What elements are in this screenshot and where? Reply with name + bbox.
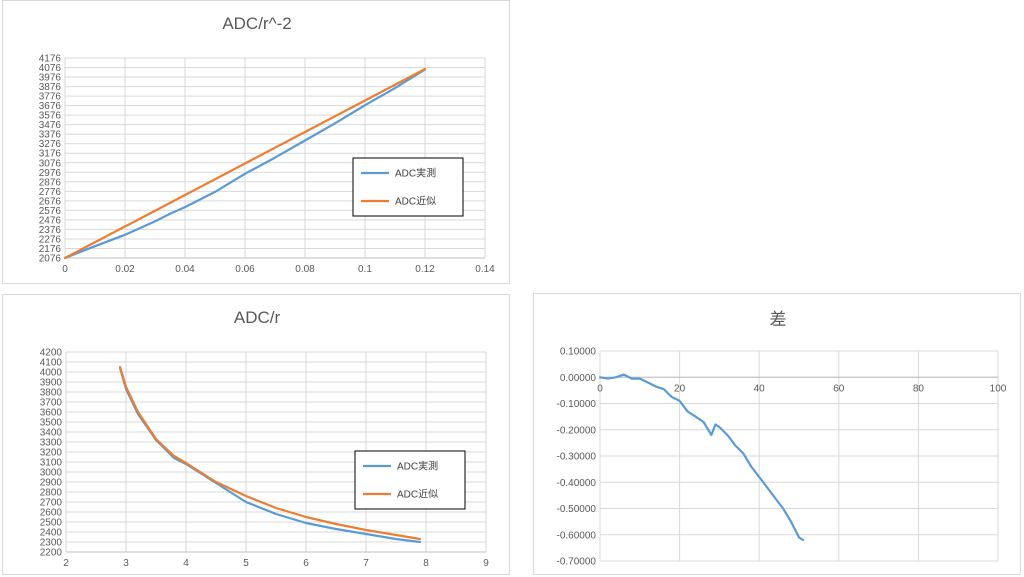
series-line-approx	[118, 365, 422, 541]
x-tick-label: 9	[483, 558, 489, 569]
series-line-actual	[598, 373, 805, 542]
y-tick-label: 3300	[40, 438, 63, 449]
y-tick-label: 2900	[40, 478, 63, 489]
y-tick-label: 2976	[39, 168, 62, 179]
y-tick-label: 2500	[40, 518, 63, 529]
series-line-approx	[63, 67, 427, 260]
y-tick-label: 3476	[39, 120, 62, 131]
y-tick-label: 3076	[39, 158, 62, 169]
y-tick-label: 2600	[40, 508, 63, 519]
chart-adc-r-inverse-square: ADC/r^-2 20762176227623762476257626762776…	[39, 14, 495, 275]
chart-panel-adc-r: ADC/r 2200 2300 2400 2500 2600 2700 2800 2900 300…	[2, 294, 510, 575]
y-tick-label: 3676	[39, 101, 62, 112]
chart-adc-r: ADC/r 22002300240025002600270028002900300…	[40, 308, 489, 569]
legend-label: ADC実測	[397, 460, 438, 473]
y-tick-label: 3876	[39, 82, 62, 93]
x-tick-label: 0.1	[358, 264, 372, 275]
legend-label: ADC近似	[397, 488, 438, 501]
x-tick-label: 20	[674, 383, 686, 394]
y-tick-label: -0.20000	[557, 425, 597, 436]
x-tick-label: 2	[63, 558, 69, 569]
y-tick-label: 2700	[40, 498, 63, 509]
legend-label: ADC近似	[395, 195, 436, 208]
y-tick-label: -0.40000	[557, 478, 597, 489]
y-tick-label: 2476	[39, 215, 62, 226]
y-tick-label: 2200	[40, 548, 63, 559]
x-tick-label: 0.04	[175, 264, 195, 275]
x-tick-label: 0.12	[415, 264, 435, 275]
y-tick-label: 2776	[39, 187, 62, 198]
y-tick-label: 3000	[40, 468, 63, 479]
x-tick-label: 5	[243, 558, 249, 569]
y-tick-label: 3900	[40, 378, 63, 389]
y-tick-label: 3800	[40, 388, 63, 399]
y-tick-label: 3200	[40, 448, 63, 459]
legend-box	[352, 157, 464, 217]
x-tick-label: 7	[363, 558, 369, 569]
chart-difference: 差 0.10000 0.00000 -0.10000 -0.20000 -0.30000 -…	[557, 310, 1007, 568]
y-tick-label: 2876	[39, 177, 62, 188]
chart-title: 差	[770, 310, 787, 329]
x-tick-label: 3	[123, 558, 129, 569]
legend-box	[354, 450, 466, 510]
y-tick-label: 4100	[40, 358, 63, 369]
x-tick-label: 8	[423, 558, 429, 569]
chart-title: ADC/r^-2	[222, 14, 291, 33]
chart-panel-difference: 差 0.10000 0.00000 -0.10000 -0.20000 -0.30000 -…	[533, 293, 1021, 575]
y-tick-label: 2376	[39, 225, 62, 236]
y-tick-label: 2800	[40, 488, 63, 499]
x-tick-label: 0.02	[115, 264, 135, 275]
y-tick-label: 3500	[40, 418, 63, 429]
y-tick-label: 3700	[40, 398, 63, 409]
x-tick-label: 60	[833, 383, 845, 394]
y-tick-label: -0.30000	[557, 452, 597, 463]
x-tick-label: 6	[303, 558, 309, 569]
y-tick-label: 2676	[39, 196, 62, 207]
x-tick-label: 0	[62, 264, 68, 275]
x-tick-label: 0.06	[235, 264, 255, 275]
x-tick-label: 4	[183, 558, 189, 569]
series-line-actual	[63, 68, 427, 260]
y-tick-label: 2076	[39, 254, 62, 265]
y-tick-label: 3400	[40, 428, 63, 439]
y-tick-label: -0.10000	[557, 399, 597, 410]
y-tick-label: 3100	[40, 458, 63, 469]
y-tick-label: 2300	[40, 538, 63, 549]
y-tick-label: 3976	[39, 73, 62, 84]
x-tick-label: 100	[990, 383, 1007, 394]
y-tick-label: 2276	[39, 234, 62, 245]
y-tick-label: 4000	[40, 368, 63, 379]
y-tick-label: -0.70000	[557, 557, 597, 568]
y-tick-label: 3576	[39, 111, 62, 122]
chart-panel-adc-r-inverse-square: ADC/r^-2 2076 2176 2276 2376 2476 2576 2676 2776…	[2, 0, 510, 284]
y-tick-label: 3276	[39, 139, 62, 150]
y-tick-label: 2400	[40, 528, 63, 539]
y-tick-label: 0.00000	[560, 373, 597, 384]
y-tick-label: 3376	[39, 130, 62, 141]
x-tick-label: 0	[597, 383, 603, 394]
y-tick-label: -0.60000	[557, 530, 597, 541]
y-tick-label: 3176	[39, 149, 62, 160]
x-tick-label: 40	[754, 383, 766, 394]
y-tick-label: 4076	[39, 63, 62, 74]
y-tick-label: 3600	[40, 408, 63, 419]
y-tick-label: 3776	[39, 92, 62, 103]
y-tick-label: -0.50000	[557, 504, 597, 515]
chart-title: ADC/r	[234, 308, 281, 327]
legend-label: ADC実測	[395, 167, 436, 180]
x-tick-label: 80	[913, 383, 925, 394]
y-tick-label: 4176	[39, 54, 62, 65]
y-tick-label: 2176	[39, 244, 62, 255]
x-tick-label: 0.08	[295, 264, 315, 275]
y-tick-label: 4200	[40, 348, 63, 359]
y-tick-label: 2576	[39, 206, 62, 217]
y-tick-label: 0.10000	[560, 347, 597, 358]
x-tick-label: 0.14	[475, 264, 495, 275]
